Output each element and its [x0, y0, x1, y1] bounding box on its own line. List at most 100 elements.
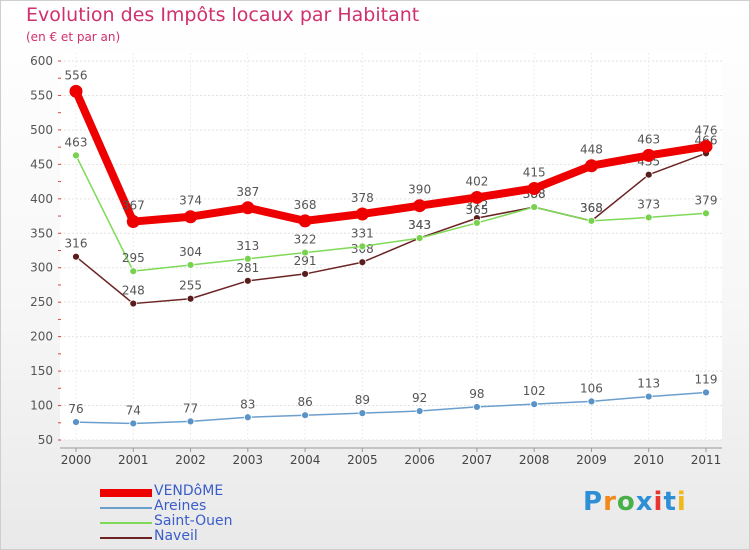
data-label-areines: 89 — [355, 393, 370, 407]
data-label-vend-me: 415 — [523, 165, 546, 179]
data-label-areines: 77 — [183, 401, 198, 415]
data-label-saint-ouen: 304 — [179, 245, 202, 259]
data-point-saint-ouen — [587, 216, 596, 225]
data-point-saint-ouen — [644, 213, 653, 222]
logo-letter: i — [653, 487, 664, 517]
data-label-saint-ouen: 373 — [637, 197, 660, 211]
data-point-saint-ouen — [301, 248, 309, 257]
legend-label-saint-ouen: Saint-Ouen — [154, 513, 233, 529]
data-label-saint-ouen: 331 — [351, 226, 374, 240]
y-tick-label: 400 — [30, 192, 53, 206]
series-line-naveil — [75, 152, 707, 305]
data-point-areines — [587, 397, 596, 406]
logo-letter: P — [583, 487, 604, 517]
data-point-naveil — [129, 299, 138, 308]
data-point-vend-me — [642, 148, 656, 162]
data-point-saint-ouen — [473, 219, 481, 227]
data-label-vend-me: 367 — [122, 199, 145, 213]
data-point-areines — [72, 418, 80, 426]
data-label-vend-me: 476 — [695, 123, 718, 137]
x-tick-label: 2002 — [175, 453, 206, 467]
data-point-vend-me — [355, 207, 369, 221]
data-point-naveil — [358, 258, 367, 267]
data-label-naveil: 248 — [122, 284, 145, 298]
legend-item-areines: Areines — [100, 498, 340, 516]
data-point-saint-ouen — [129, 267, 138, 276]
data-point-areines — [358, 409, 367, 418]
data-label-areines: 76 — [68, 402, 83, 416]
data-label-saint-ouen: 313 — [236, 239, 259, 253]
data-point-areines — [473, 403, 481, 411]
series-line-saint-ouen — [75, 154, 707, 272]
y-tick-label: 350 — [30, 226, 53, 240]
data-label-saint-ouen: 343 — [408, 218, 431, 232]
x-tick-label: 2009 — [576, 453, 607, 467]
data-point-areines — [702, 388, 710, 397]
data-point-vend-me — [699, 139, 713, 153]
data-point-areines — [129, 419, 138, 428]
logo-letter: x — [635, 487, 654, 517]
data-point-vend-me — [527, 181, 541, 195]
logo-letter: o — [616, 487, 636, 517]
y-tick-label: 150 — [30, 364, 53, 378]
legend-swatch-naveil — [100, 537, 152, 539]
data-point-vend-me — [126, 215, 140, 229]
data-point-naveil — [243, 276, 252, 285]
data-label-saint-ouen: 365 — [465, 203, 488, 217]
data-label-vend-me: 374 — [179, 194, 202, 208]
x-tick-label: 2003 — [233, 453, 264, 467]
series-line-vend-me — [72, 87, 710, 226]
data-point-areines — [644, 392, 653, 401]
data-label-vend-me: 402 — [465, 174, 488, 188]
data-label-vend-me: 448 — [580, 143, 603, 157]
data-label-vend-me: 368 — [294, 198, 317, 212]
x-tick-label: 2001 — [118, 453, 149, 467]
legend-label-vendome: VENDôME — [154, 483, 224, 499]
y-tick-label: 250 — [30, 295, 53, 309]
x-tick-label: 2000 — [61, 453, 92, 467]
x-tick-label: 2010 — [633, 453, 664, 467]
series-line-areines — [75, 391, 707, 425]
data-label-naveil: 316 — [65, 237, 88, 251]
data-label-saint-ouen: 295 — [122, 251, 145, 265]
data-point-naveil — [186, 294, 195, 303]
data-label-vend-me: 556 — [65, 68, 88, 82]
data-label-naveil: 291 — [294, 254, 317, 268]
legend-label-areines: Areines — [154, 498, 207, 514]
data-point-areines — [415, 407, 424, 415]
data-label-naveil: 343 — [408, 218, 431, 232]
logo-letter: r — [603, 487, 617, 517]
legend-label-naveil: Naveil — [154, 528, 198, 544]
data-point-vend-me — [298, 214, 312, 228]
data-label-areines: 113 — [637, 377, 660, 391]
data-point-saint-ouen — [358, 242, 367, 251]
legend-swatch-vendome — [100, 489, 152, 497]
data-label-naveil: 255 — [179, 279, 202, 293]
data-point-saint-ouen — [702, 209, 710, 218]
x-tick-label: 2008 — [519, 453, 550, 467]
data-point-vend-me — [413, 199, 427, 213]
data-label-vend-me: 463 — [637, 132, 660, 146]
data-point-saint-ouen — [186, 261, 195, 269]
data-label-areines: 119 — [695, 372, 718, 386]
y-tick-label: 550 — [30, 88, 53, 102]
legend-item-saint-ouen: Saint-Ouen — [100, 513, 340, 531]
x-tick-label: 2005 — [347, 453, 378, 467]
data-point-vend-me — [241, 201, 255, 215]
data-point-saint-ouen — [530, 203, 539, 211]
data-point-naveil — [644, 170, 653, 179]
chart-title: Evolution des Impôts locaux par Habitant — [26, 4, 420, 26]
data-label-areines: 86 — [297, 395, 312, 409]
legend-item-naveil: Naveil — [100, 528, 340, 546]
data-label-areines: 74 — [126, 403, 141, 417]
y-tick-label: 50 — [38, 433, 53, 447]
data-label-areines: 98 — [469, 387, 484, 401]
data-point-areines — [530, 400, 539, 409]
data-label-areines: 102 — [523, 384, 546, 398]
data-point-areines — [301, 411, 309, 420]
legend-item-vendome: VENDôME — [100, 483, 340, 501]
data-label-saint-ouen: 322 — [294, 233, 317, 247]
data-label-areines: 106 — [580, 381, 603, 395]
legend-swatch-saint-ouen — [100, 522, 152, 524]
